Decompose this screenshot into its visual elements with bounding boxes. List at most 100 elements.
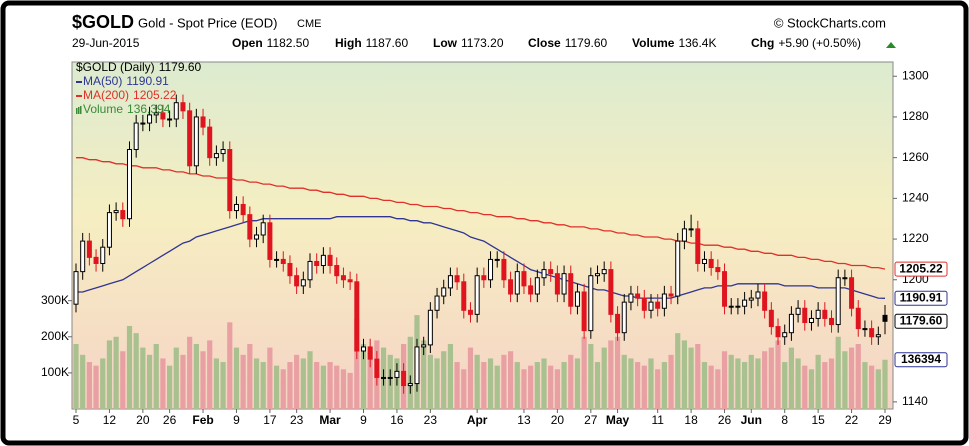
candle-body: [722, 271, 728, 307]
candle-body: [227, 149, 233, 212]
legend-entry: MA(50) 1190.91: [83, 74, 169, 88]
volume-bar: [300, 358, 306, 409]
volume-bar: [280, 369, 286, 409]
candle-body: [441, 287, 447, 297]
volume-bar: [360, 344, 367, 409]
candle-body: [120, 210, 126, 220]
volume-bar: [334, 365, 340, 409]
x-tick-label: 15: [811, 413, 825, 427]
volume-bar: [367, 351, 373, 409]
candle-body: [307, 260, 313, 281]
volume-bar: [447, 344, 454, 409]
field-label: Low: [433, 36, 458, 50]
volume-bar: [454, 362, 460, 409]
candle-body: [548, 269, 554, 275]
candle-body: [601, 269, 607, 275]
candle-body: [220, 149, 226, 155]
candle-body: [100, 246, 106, 264]
x-tick-label: 23: [424, 413, 438, 427]
quote-field: Volume 136.4K: [632, 36, 717, 50]
legend-entry: Volume 136,394: [83, 102, 171, 116]
value-badge-label: 136394: [901, 352, 941, 366]
candle-body: [842, 277, 848, 280]
quote-field: Chg +5.90 (+0.50%): [751, 36, 861, 50]
legend-swatch: [78, 107, 80, 114]
candle-body: [595, 273, 601, 277]
legend-entry: $GOLD (Daily) 1179.60: [76, 60, 202, 74]
candle-body: [200, 116, 206, 128]
candle-body: [340, 275, 346, 281]
volume-bar: [421, 340, 427, 409]
field-label: Close: [528, 36, 561, 50]
candle-body: [554, 273, 560, 295]
legend-entry: MA(200) 1205.22: [83, 88, 177, 102]
volume-bar: [554, 369, 560, 409]
candle-body: [635, 293, 641, 299]
x-tick-label: 29: [878, 413, 892, 427]
volume-bar: [207, 340, 213, 409]
volume-bar: [875, 369, 881, 409]
x-tick-label: 11: [651, 413, 664, 427]
candle-body: [427, 309, 433, 346]
candle-body: [534, 277, 540, 295]
volume-bar: [187, 336, 193, 409]
volume-bar: [568, 354, 574, 409]
volume-bar: [721, 351, 728, 409]
candle-body: [287, 262, 293, 277]
legend-name: MA(200): [83, 88, 129, 102]
volume-bar: [434, 358, 440, 409]
volume-bar: [340, 369, 347, 409]
volume-bar: [481, 362, 487, 409]
volume-bar: [80, 354, 86, 409]
field-value: 1187.60: [366, 36, 409, 50]
candle-body: [715, 267, 721, 273]
candle-body: [655, 301, 661, 309]
volume-bar: [140, 347, 146, 409]
volume-bar: [494, 365, 500, 409]
x-tick-label: 13: [517, 413, 531, 427]
candle-body: [668, 293, 674, 297]
candle-body: [407, 383, 413, 387]
legend-value: 136,394: [127, 102, 171, 116]
candle-body: [688, 228, 694, 231]
volume-bar: [594, 362, 601, 409]
candle-body: [568, 273, 574, 307]
volume-bar: [461, 369, 467, 409]
volume-bar: [167, 365, 173, 409]
volume-bar: [528, 365, 534, 409]
volume-bar: [86, 362, 92, 409]
candle-body: [561, 273, 567, 295]
candle-body: [788, 313, 794, 334]
candle-body: [327, 254, 333, 267]
volume-bar: [561, 362, 567, 409]
volume-bar: [153, 344, 159, 409]
candle-body: [106, 212, 112, 248]
volume-bar: [347, 372, 353, 409]
volume-bar: [808, 369, 815, 409]
x-tick-label: Jun: [741, 413, 762, 427]
legend-name: Volume: [83, 102, 123, 116]
candle-body: [240, 203, 246, 216]
volume-bar: [213, 358, 220, 409]
candle-body: [728, 305, 734, 308]
candle-body: [86, 240, 92, 258]
volume-bar: [180, 354, 186, 409]
field-label: Chg: [751, 36, 774, 50]
volume-bar: [701, 362, 708, 409]
volume-bar: [842, 351, 848, 409]
x-tick-label: 26: [163, 413, 177, 427]
volume-bar: [126, 325, 133, 409]
candle-body: [795, 307, 801, 315]
candle-body: [588, 275, 594, 332]
x-tick-label: May: [606, 413, 630, 427]
volume-bar: [715, 369, 721, 409]
volume-bar: [487, 358, 494, 409]
candle-body: [401, 370, 407, 387]
x-tick-label: 16: [390, 413, 404, 427]
field-value: 1173.20: [461, 36, 504, 50]
legend-value: 1179.60: [159, 60, 202, 74]
volume-bar: [822, 362, 828, 409]
volume-bar: [534, 362, 540, 409]
